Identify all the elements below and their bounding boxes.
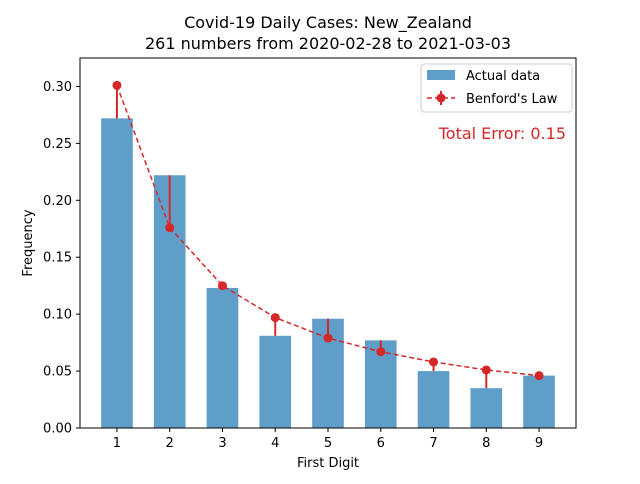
legend-swatch-actual	[427, 70, 455, 80]
x-tick-label-7: 7	[429, 436, 437, 451]
benford-point-digit-3	[217, 281, 227, 291]
benford-point-digit-5	[323, 333, 333, 343]
benford-point-digit-8	[481, 365, 491, 375]
y-tick-label-0.15: 0.15	[43, 251, 72, 266]
x-tick-label-1: 1	[113, 436, 121, 451]
legend-label-actual: Actual data	[466, 69, 540, 84]
y-tick-label-0.30: 0.30	[43, 80, 72, 95]
chart-title: Covid-19 Daily Cases: New_Zealand	[184, 13, 472, 33]
y-tick-label-0.10: 0.10	[43, 308, 72, 323]
benford-point-digit-1	[112, 80, 122, 90]
x-tick-label-2: 2	[166, 436, 174, 451]
y-axis-label: Frequency	[21, 209, 36, 276]
x-tick-label-8: 8	[482, 436, 490, 451]
bar-digit-7	[417, 371, 450, 428]
x-axis-label: First Digit	[297, 456, 359, 471]
legend-box	[420, 63, 573, 113]
x-tick-label-4: 4	[271, 436, 279, 451]
x-tick-label-3: 3	[218, 436, 226, 451]
benford-point-digit-2	[165, 223, 175, 233]
benford-point-digit-9	[534, 371, 544, 381]
y-tick-label-0.00: 0.00	[43, 422, 72, 437]
y-tick-label-0.20: 0.20	[43, 194, 72, 209]
y-tick-label-0.25: 0.25	[43, 137, 72, 152]
bar-digit-3	[206, 287, 239, 428]
chart-subtitle: 261 numbers from 2020-02-28 to 2021-03-0…	[145, 34, 511, 53]
y-tick-label-0.05: 0.05	[43, 365, 72, 380]
benford-layer	[112, 80, 544, 389]
x-tick-label-5: 5	[324, 436, 332, 451]
bar-digit-4	[259, 335, 292, 428]
bars-layer	[101, 118, 555, 428]
total-error-annotation: Total Error: 0.15	[438, 124, 566, 143]
x-tick-label-9: 9	[535, 436, 543, 451]
bar-digit-8	[470, 388, 503, 428]
legend-swatch-benford-marker	[436, 93, 446, 103]
benford-point-digit-6	[376, 347, 386, 357]
legend: Actual data Benford's Law	[420, 63, 573, 113]
x-axis: 1 2 3 4 5 6 7 8 9	[113, 428, 543, 451]
legend-label-benford: Benford's Law	[466, 92, 558, 107]
bar-digit-1	[101, 118, 133, 428]
bar-digit-9	[523, 375, 555, 428]
benford-point-digit-7	[429, 357, 439, 367]
benford-point-digit-4	[270, 313, 280, 323]
x-tick-label-6: 6	[377, 436, 385, 451]
y-axis: 0.00 0.05 0.10 0.15 0.20 0.25 0.30	[43, 80, 80, 437]
